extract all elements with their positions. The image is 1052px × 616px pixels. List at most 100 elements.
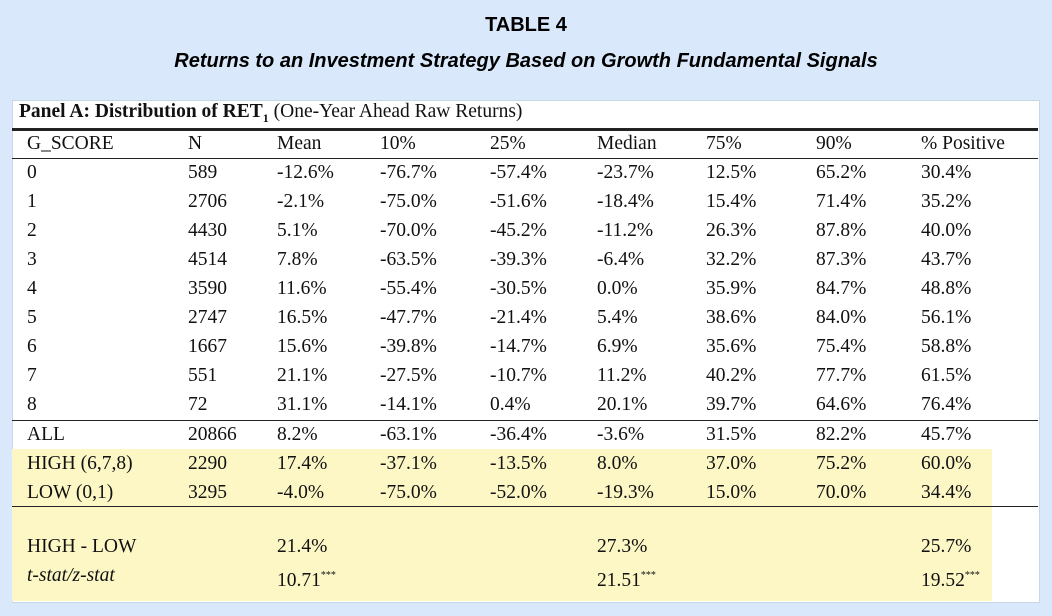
table-cell: 11.6% xyxy=(277,278,327,299)
table-cell: 31.1% xyxy=(277,394,328,415)
table-cell: 43.7% xyxy=(921,249,972,270)
table-cell: 84.7% xyxy=(816,278,867,299)
table-cell: 15.4% xyxy=(706,191,757,212)
table-cell: -2.1% xyxy=(277,191,325,212)
table-row: 0 589 -12.6% -76.7% -57.4% -23.7% 12.5% … xyxy=(0,159,1052,187)
table-cell: 38.6% xyxy=(706,307,757,328)
table-cell: 37.0% xyxy=(706,453,757,474)
table-cell: -3.6% xyxy=(597,424,645,445)
table-cell: 3590 xyxy=(188,278,227,299)
table-cell: 75.2% xyxy=(816,453,867,474)
table-cell: -47.7% xyxy=(380,307,437,328)
table-row: 8 72 31.1% -14.1% 0.4% 20.1% 39.7% 64.6%… xyxy=(0,391,1052,419)
significance-stars: *** xyxy=(640,570,656,581)
table-cell: 48.8% xyxy=(921,278,972,299)
table-cell: 1667 xyxy=(188,336,227,357)
table-cell: 35.2% xyxy=(921,191,972,212)
summary-row-all: ALL 20866 8.2% -63.1% -36.4% -3.6% 31.5%… xyxy=(0,421,1052,449)
table-cell: -14.1% xyxy=(380,394,437,415)
table-cell: 7.8% xyxy=(277,249,318,270)
table-cell: 3295 xyxy=(188,482,227,503)
table-cell: -13.5% xyxy=(490,453,547,474)
table-row: 6 1667 15.6% -39.8% -14.7% 6.9% 35.6% 75… xyxy=(0,333,1052,361)
col-header: 25% xyxy=(490,133,526,154)
table-cell: -51.6% xyxy=(490,191,547,212)
table-cell: 551 xyxy=(188,365,218,386)
table-cell: -36.4% xyxy=(490,424,547,445)
table-cell: -12.6% xyxy=(277,162,334,183)
table-cell: 2706 xyxy=(188,191,227,212)
table-cell: 87.8% xyxy=(816,220,867,241)
diff-median: 27.3% xyxy=(597,536,648,557)
table-cell: 39.7% xyxy=(706,394,757,415)
table-cell: 35.6% xyxy=(706,336,757,357)
table-cell: 7 xyxy=(27,365,37,386)
table-cell: 0.0% xyxy=(597,278,638,299)
diff-label: HIGH - LOW xyxy=(27,536,137,557)
table-cell: 56.1% xyxy=(921,307,972,328)
table-cell: 5.1% xyxy=(277,220,318,241)
table-cell: 65.2% xyxy=(816,162,867,183)
table-cell: 2290 xyxy=(188,453,227,474)
panel-title: Panel A: Distribution of RET1 (One-Year … xyxy=(19,101,522,126)
table-cell: 11.2% xyxy=(597,365,647,386)
table-cell: -4.0% xyxy=(277,482,325,503)
summary-rule xyxy=(12,420,1038,421)
table-cell: -70.0% xyxy=(380,220,437,241)
table-cell: 34.4% xyxy=(921,482,972,503)
table-cell: 0 xyxy=(27,162,37,183)
table-row: 5 2747 16.5% -47.7% -21.4% 5.4% 38.6% 84… xyxy=(0,304,1052,332)
table-cell: -39.8% xyxy=(380,336,437,357)
table-cell: 84.0% xyxy=(816,307,867,328)
table-cell: -75.0% xyxy=(380,482,437,503)
table-cell: -63.1% xyxy=(380,424,437,445)
stat-pct-positive-value: 19.52 xyxy=(921,570,965,591)
table-cell: 2 xyxy=(27,220,37,241)
table-cell: 3 xyxy=(27,249,37,270)
table-cell: -75.0% xyxy=(380,191,437,212)
table-row: 1 2706 -2.1% -75.0% -51.6% -18.4% 15.4% … xyxy=(0,188,1052,216)
header-rule xyxy=(12,158,1038,159)
table-cell: 60.0% xyxy=(921,453,972,474)
table-cell: 70.0% xyxy=(816,482,867,503)
table-cell: -11.2% xyxy=(597,220,654,241)
table-cell: 61.5% xyxy=(921,365,972,386)
summary-row-low: LOW (0,1) 3295 -4.0% -75.0% -52.0% -19.3… xyxy=(0,479,1052,507)
table-cell: 32.2% xyxy=(706,249,757,270)
table-cell: 5.4% xyxy=(597,307,638,328)
table-cell: 40.2% xyxy=(706,365,757,386)
table-cell: 15.6% xyxy=(277,336,328,357)
table-cell: -6.4% xyxy=(597,249,645,270)
table-cell: 72 xyxy=(188,394,208,415)
table-cell: -37.1% xyxy=(380,453,437,474)
col-header: Mean xyxy=(277,133,322,154)
table-cell: 15.0% xyxy=(706,482,757,503)
col-header: N xyxy=(188,133,203,154)
col-header: 10% xyxy=(380,133,416,154)
table-cell: 8 xyxy=(27,394,37,415)
col-header: 90% xyxy=(816,133,852,154)
diff-mean: 21.4% xyxy=(277,536,328,557)
col-header: 75% xyxy=(706,133,742,154)
table-cell: -21.4% xyxy=(490,307,547,328)
table-cell: 30.4% xyxy=(921,162,972,183)
table-row: 3 4514 7.8% -63.5% -39.3% -6.4% 32.2% 87… xyxy=(0,246,1052,274)
table-cell: 4514 xyxy=(188,249,227,270)
table-cell: 589 xyxy=(188,162,218,183)
stat-median: 21.51*** xyxy=(597,562,656,595)
col-header: G_SCORE xyxy=(27,133,114,154)
table-cell: 26.3% xyxy=(706,220,757,241)
table-cell: -27.5% xyxy=(380,365,437,386)
table-row: 7 551 21.1% -27.5% -10.7% 11.2% 40.2% 77… xyxy=(0,362,1052,390)
table-cell: 6.9% xyxy=(597,336,638,357)
col-header: Median xyxy=(597,133,657,154)
table-cell: -45.2% xyxy=(490,220,547,241)
table-cell: ALL xyxy=(27,424,65,445)
col-header: % Positive xyxy=(921,133,1005,154)
table-row: 2 4430 5.1% -70.0% -45.2% -11.2% 26.3% 8… xyxy=(0,217,1052,245)
table-cell: -30.5% xyxy=(490,278,547,299)
table-cell: LOW (0,1) xyxy=(27,482,114,503)
table-cell: 45.7% xyxy=(921,424,972,445)
table-cell: 17.4% xyxy=(277,453,328,474)
table-cell: -14.7% xyxy=(490,336,547,357)
